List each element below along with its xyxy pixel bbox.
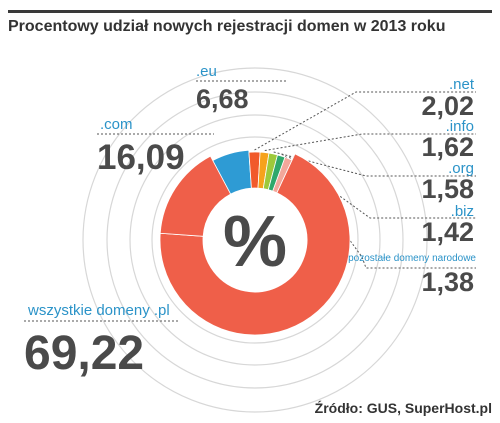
value-eu: 6,68	[196, 84, 249, 114]
connector-org	[273, 151, 476, 177]
label-eu: .eu	[196, 63, 217, 80]
ring-guide-4	[82, 67, 428, 413]
value-org: 1,58	[421, 174, 474, 204]
label-biz: .biz	[450, 203, 474, 220]
value-info: 1,62	[421, 132, 474, 162]
ring-guide-3	[106, 91, 404, 389]
value-com: 16,09	[97, 138, 185, 177]
value-net: 2,02	[421, 91, 474, 121]
label-other-national: pozostałe domeny narodowe	[348, 253, 476, 264]
percent-symbol: %	[223, 202, 287, 282]
connector-info	[264, 133, 476, 152]
connector-net	[254, 91, 476, 151]
ring-guide-1	[151, 136, 359, 344]
source-note: Źródło: GUS, SuperHost.pl	[314, 400, 492, 416]
label-net: .net	[448, 76, 474, 93]
title-rule	[8, 10, 492, 13]
value-biz: 1,42	[421, 217, 474, 247]
label-org: .org	[448, 160, 474, 177]
chart-title: Procentowy udział nowych rejestracji dom…	[8, 18, 446, 35]
label-pl: wszystkie domeny .pl	[28, 302, 170, 319]
value-pl: 69,22	[24, 327, 145, 380]
donut-center	[203, 188, 307, 292]
ring-guide-2	[129, 114, 381, 366]
value-other-national: 1,38	[421, 267, 474, 297]
label-com: .com	[100, 116, 133, 133]
label-info: .info	[445, 118, 474, 135]
ring-guides	[82, 67, 428, 413]
